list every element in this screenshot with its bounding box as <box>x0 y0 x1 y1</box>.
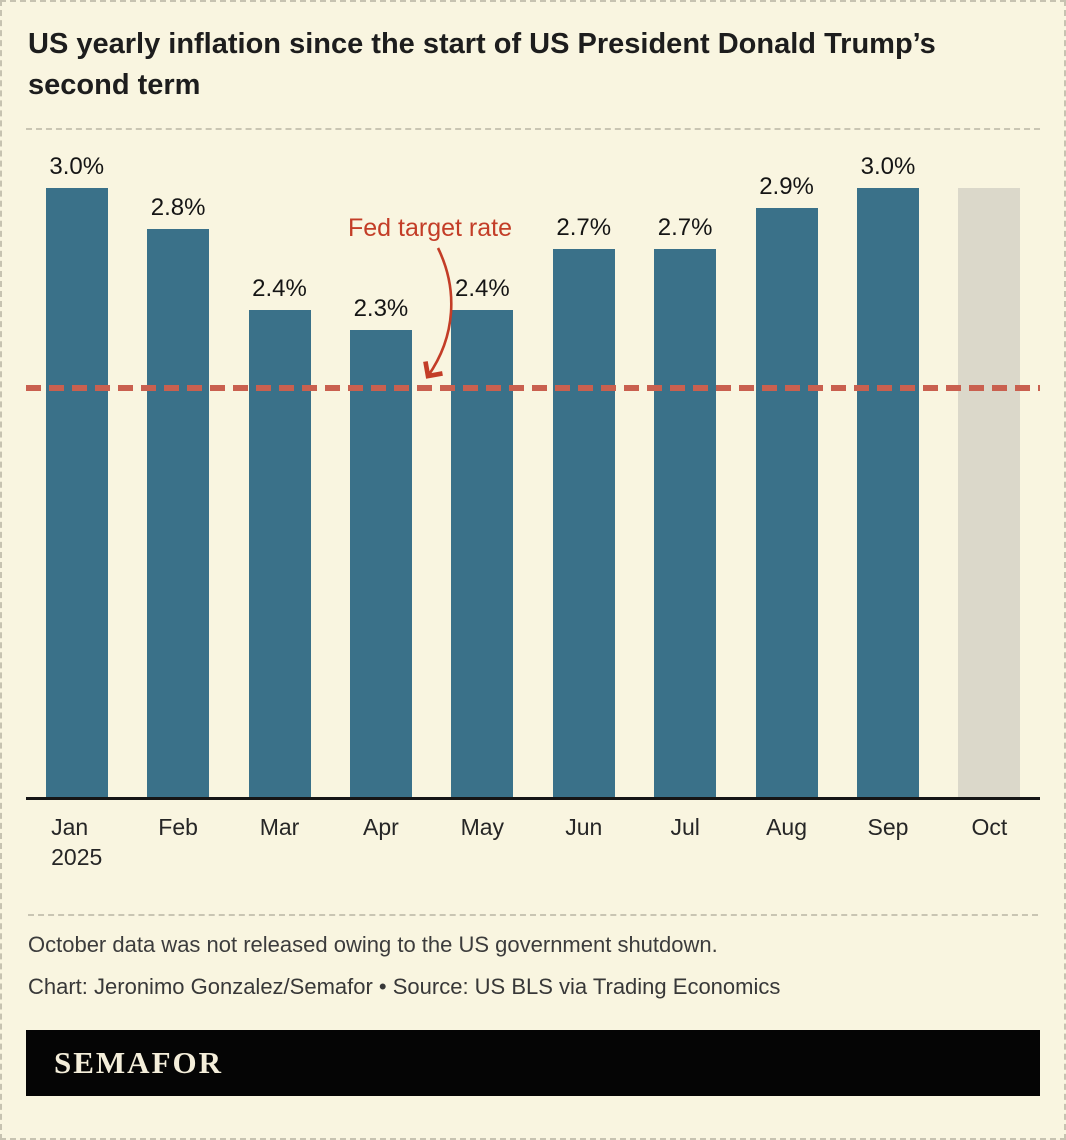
bar-group: 2.7% <box>634 130 735 798</box>
x-axis-label: Aug <box>766 814 808 841</box>
bar-value-label: 2.4% <box>252 275 307 303</box>
x-axis-label: Mar <box>259 814 300 841</box>
bar-value-label: 2.4% <box>454 275 510 303</box>
bars: 3.0% 2.8% 2.4% 2.3% 2.4% 2.7% 2.7% 2.9% 3.0% <box>26 130 1040 798</box>
chart-title: US yearly inflation since the start of U… <box>28 28 936 102</box>
bottom-divider <box>28 914 1038 917</box>
bar <box>654 249 717 798</box>
fed-target-line <box>26 385 1040 392</box>
x-axis-label: Oct <box>971 814 1008 841</box>
bar-value-label: 3.0% <box>860 153 916 181</box>
brand-bar: SEMAFOR <box>26 1030 1040 1097</box>
x-axis-label: Jun <box>565 814 603 841</box>
bar-group: 2.7% <box>533 130 634 798</box>
bar <box>451 310 514 798</box>
chart-header: US yearly inflation since the start of U… <box>2 2 1064 106</box>
fed-target-arrow-icon <box>423 247 453 380</box>
x-axis: Jan 2025 Feb Mar Apr May Jun Jul Aug Sep Oct <box>26 800 1040 872</box>
bar-group: 2.9% <box>736 130 837 798</box>
bar-group: 2.3% <box>330 130 431 798</box>
bar-group: 3.0% <box>26 130 127 798</box>
bar-missing-data <box>958 188 1021 798</box>
plot: 3.0% 2.8% 2.4% 2.3% 2.4% 2.7% 2.7% 2.9% 3.0% Fed… <box>26 130 1040 801</box>
x-axis-label: Sep <box>867 814 909 841</box>
bar-group <box>939 130 1040 798</box>
footer-notes: October data was not released owing to t… <box>2 914 1064 1000</box>
bar-group: 2.8% <box>127 130 228 798</box>
x-axis-label: Jan 2025 <box>51 814 103 871</box>
bar <box>755 208 818 798</box>
bar <box>45 188 108 798</box>
bar-group: 3.0% <box>837 130 938 798</box>
bar-value-label: 2.9% <box>759 173 814 201</box>
bar-value-label: 3.0% <box>49 153 105 181</box>
x-axis-year-label: 2025 <box>51 844 103 871</box>
x-axis-label: Apr <box>363 814 399 841</box>
bar <box>248 310 311 798</box>
footnote: October data was not released owing to t… <box>28 932 718 958</box>
bar <box>552 249 615 798</box>
bar <box>856 188 919 798</box>
bar-value-label: 2.3% <box>353 295 409 323</box>
top-divider <box>26 128 1040 131</box>
bar-value-label: 2.7% <box>556 214 612 242</box>
bar-group: 2.4% <box>229 130 330 798</box>
fed-target-label: Fed target rate <box>348 214 512 243</box>
x-axis-label: Feb <box>158 814 198 841</box>
bar <box>349 330 412 798</box>
x-axis-label: Jul <box>670 814 700 841</box>
bar <box>147 229 210 798</box>
bar-value-label: 2.8% <box>150 194 206 222</box>
bar-value-label: 2.7% <box>657 214 713 242</box>
credit-line: Chart: Jeronimo Gonzalez/Semafor • Sourc… <box>28 974 781 1000</box>
bar-group: 2.4% <box>432 130 533 798</box>
chart-area: 3.0% 2.8% 2.4% 2.3% 2.4% 2.7% 2.7% 2.9% 3.0% Fed… <box>2 130 1064 872</box>
x-axis-label: May <box>460 814 505 841</box>
brand-wordmark: SEMAFOR <box>54 1045 223 1081</box>
